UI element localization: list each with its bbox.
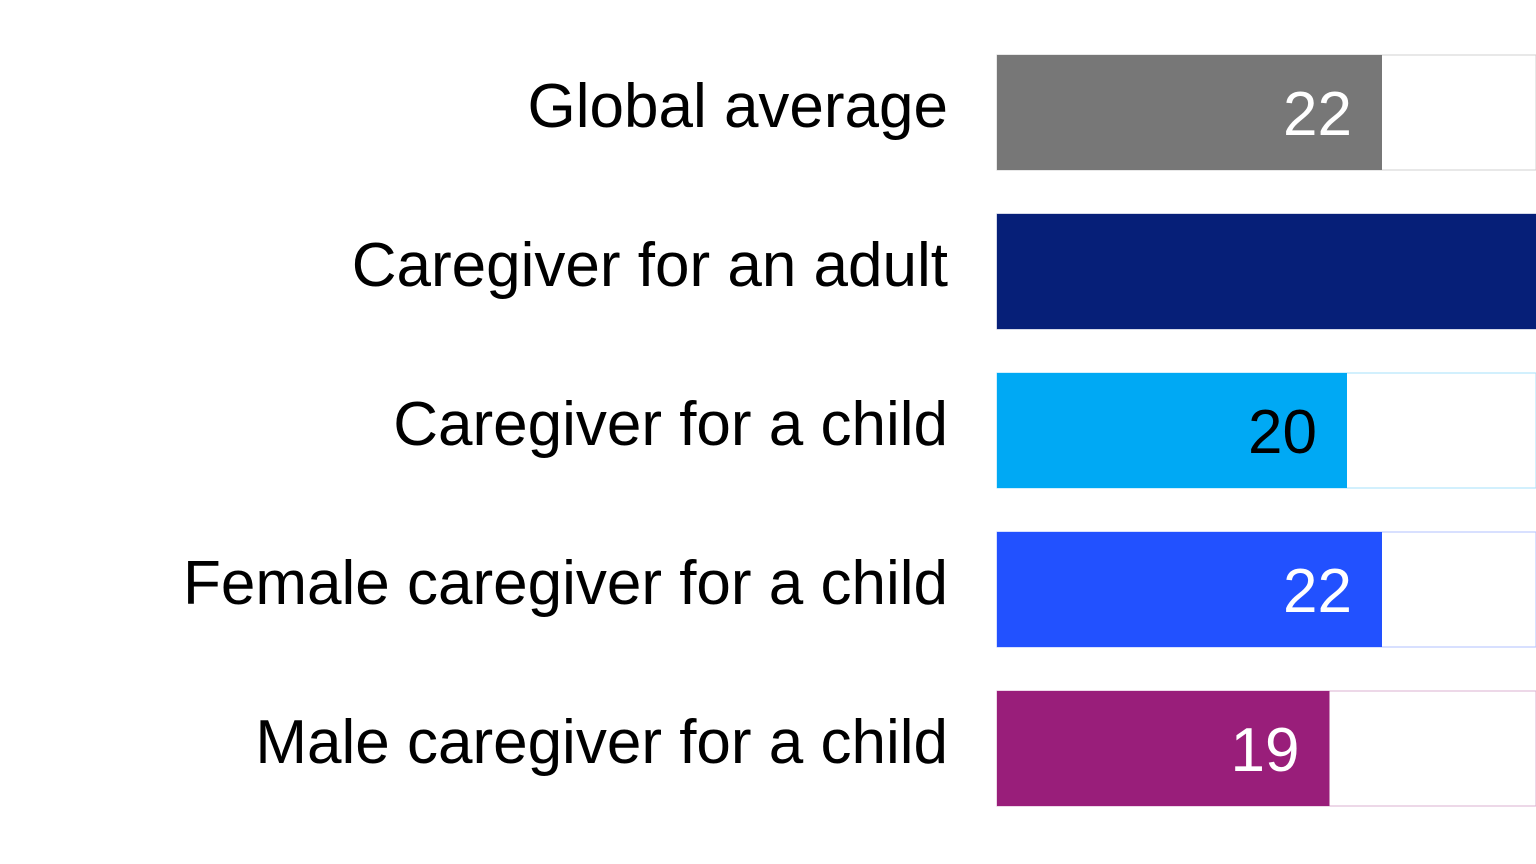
value-label: 19 (1231, 716, 1300, 785)
category-label: Male caregiver for a child (255, 708, 948, 777)
value-label: 20 (1248, 398, 1317, 467)
bar (997, 691, 1330, 806)
value-label: 22 (1283, 80, 1352, 149)
bar (997, 532, 1382, 647)
category-label: Global average (528, 72, 949, 141)
category-label: Caregiver for an adult (352, 231, 948, 300)
bar (997, 373, 1347, 488)
bar (997, 55, 1382, 170)
value-label: 22 (1283, 557, 1352, 626)
bar (997, 214, 1536, 329)
category-label: Female caregiver for a child (183, 549, 948, 618)
category-label: Caregiver for a child (393, 390, 948, 459)
